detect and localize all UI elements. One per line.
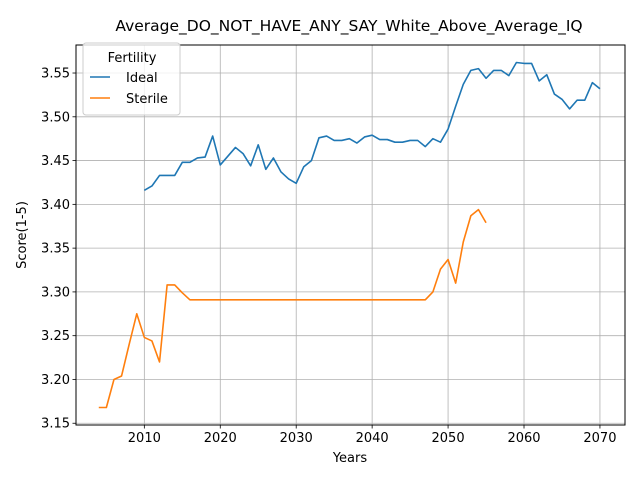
legend-label-ideal: Ideal [126, 71, 158, 86]
chart-title: Average_DO_NOT_HAVE_ANY_SAY_White_Above_… [115, 17, 582, 36]
x-tick-label: 2020 [204, 431, 237, 446]
y-tick-label: 3.20 [41, 373, 70, 388]
legend-label-sterile: Sterile [126, 92, 168, 107]
x-axis-label: Years [332, 451, 368, 466]
series-line-sterile [98, 208, 487, 409]
x-tick-label: 2060 [507, 431, 540, 446]
grid [76, 45, 625, 425]
y-axis-label: Score(1-5) [15, 201, 30, 269]
y-tick-label: 3.40 [41, 198, 70, 213]
y-tick-label: 3.45 [41, 154, 70, 169]
legend: Fertility Ideal Sterile [82, 42, 181, 116]
legend-box [82, 42, 181, 116]
y-tick-label: 3.30 [41, 285, 70, 300]
x-tick-label: 2040 [356, 431, 389, 446]
plot-lines [98, 61, 601, 409]
series-line-ideal [143, 61, 601, 192]
x-tick-label: 2070 [583, 431, 616, 446]
legend-title: Fertility [108, 51, 157, 66]
y-tick-label: 3.25 [41, 329, 70, 344]
x-tick-label: 2050 [432, 431, 465, 446]
y-tick-label: 3.50 [41, 110, 70, 125]
x-tick-label: 2030 [280, 431, 313, 446]
y-tick-label: 3.55 [41, 67, 70, 82]
axis-ticks: 2010 2020 2030 2040 2050 2060 2070 3.15 3.20 3.25… [41, 67, 616, 446]
y-tick-label: 3.15 [41, 417, 70, 432]
x-tick-label: 2010 [128, 431, 161, 446]
y-tick-label: 3.35 [41, 242, 70, 257]
plot-frame [75, 44, 626, 426]
